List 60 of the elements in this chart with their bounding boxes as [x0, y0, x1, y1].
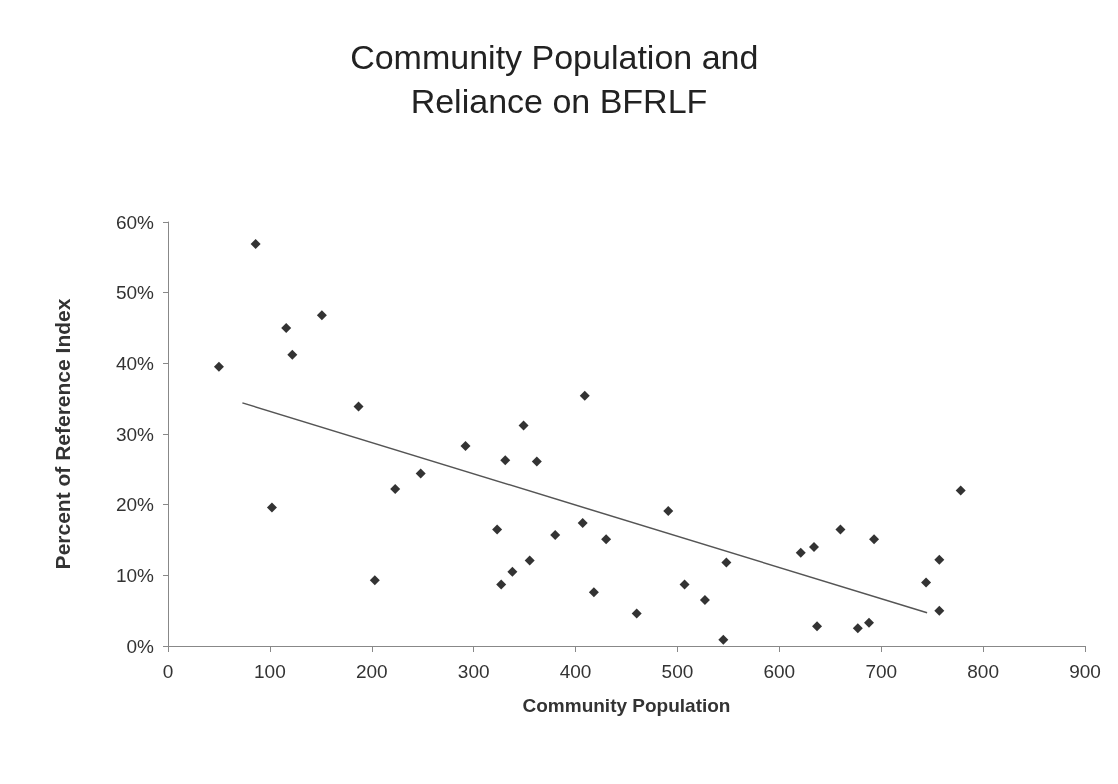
x-tick-label: 500 [661, 661, 694, 682]
point [577, 518, 588, 529]
point [266, 502, 277, 513]
point [316, 310, 327, 321]
x-tick-label: 600 [763, 661, 796, 682]
point [631, 608, 642, 619]
y-tick-label: 40% [115, 352, 155, 374]
point [524, 555, 535, 566]
point [955, 485, 966, 496]
point [492, 524, 503, 535]
x-tick-label: 200 [355, 661, 388, 682]
y-axis-title: Percent of Reference Index [51, 298, 74, 570]
point [579, 390, 590, 401]
x-tick-label: 100 [254, 661, 286, 682]
point [663, 506, 674, 517]
x-tick-label: 400 [559, 661, 592, 682]
point [852, 623, 863, 634]
y-tick-label: 30% [115, 423, 155, 445]
x-tick-label: 0 [162, 661, 174, 682]
point [281, 323, 292, 333]
point [869, 534, 880, 545]
point [415, 468, 426, 479]
point [496, 579, 507, 590]
point [518, 420, 529, 431]
point [934, 605, 945, 616]
y-tick-label: 10% [115, 564, 155, 586]
point [213, 361, 224, 372]
y-tick-label: 50% [115, 282, 155, 304]
y-tick-label: 0% [126, 635, 155, 657]
point [250, 238, 261, 249]
point [500, 455, 511, 466]
point [934, 554, 945, 565]
point [835, 524, 846, 535]
point [921, 577, 932, 588]
point [353, 401, 364, 412]
x-tick-label: 700 [865, 661, 898, 682]
x-axis-title: Community Population [522, 695, 731, 716]
point [287, 349, 298, 360]
point [531, 456, 542, 467]
point [699, 595, 710, 606]
x-tick-label: 300 [457, 661, 490, 682]
x-tick-label: 900 [1069, 661, 1101, 682]
point [864, 617, 874, 628]
point [460, 441, 471, 452]
y-tick-label: 60% [115, 211, 155, 233]
point [550, 530, 561, 541]
point [718, 634, 729, 645]
point [721, 557, 732, 568]
point [588, 587, 599, 598]
point [679, 579, 690, 590]
chart-title: Community Population and Reliance on BFRLF [350, 38, 768, 120]
point [601, 534, 612, 545]
point [795, 547, 806, 558]
point [808, 542, 819, 553]
point [369, 575, 380, 586]
point [507, 566, 518, 577]
x-tick-label: 800 [967, 661, 999, 682]
point [390, 484, 401, 495]
y-tick-label: 20% [115, 494, 155, 516]
point [812, 621, 823, 632]
